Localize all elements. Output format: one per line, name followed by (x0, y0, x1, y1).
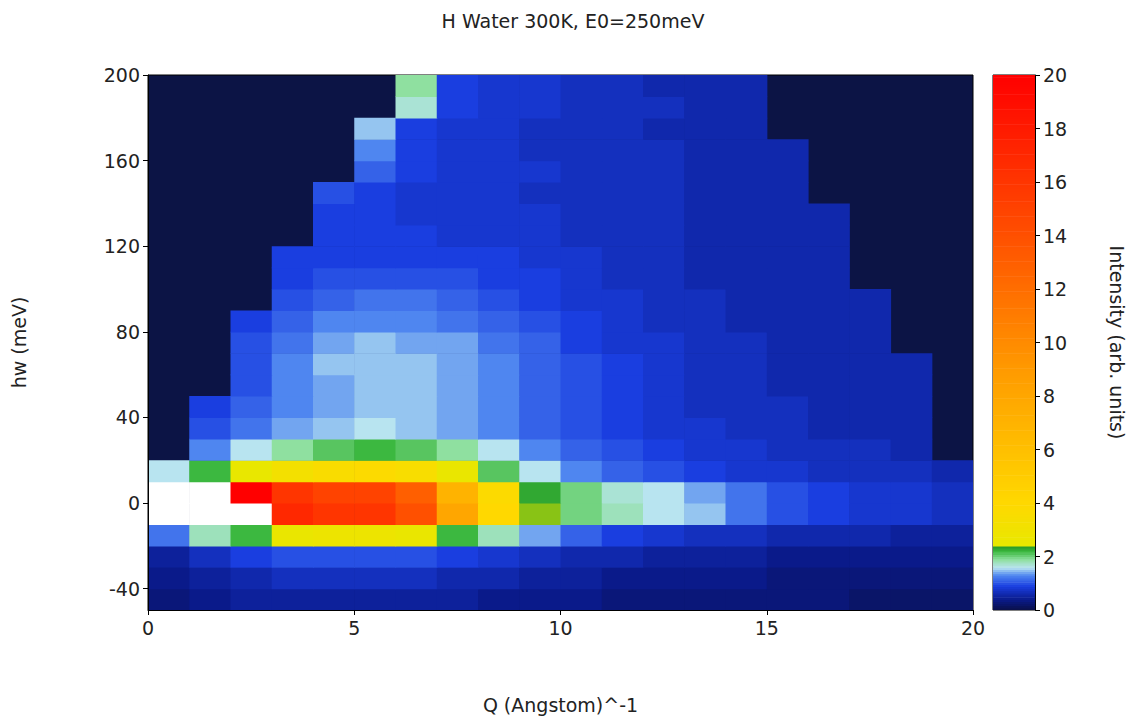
svg-text:10: 10 (1043, 332, 1067, 354)
svg-text:0: 0 (142, 617, 154, 639)
svg-text:Q (Angstom)^-1: Q (Angstom)^-1 (483, 694, 638, 716)
svg-text:20: 20 (1043, 64, 1067, 86)
svg-text:-40: -40 (109, 578, 140, 600)
svg-text:0: 0 (128, 492, 140, 514)
svg-text:Intensity (arb. units): Intensity (arb. units) (1106, 246, 1128, 440)
svg-text:0: 0 (1043, 599, 1055, 621)
svg-text:200: 200 (104, 64, 140, 86)
svg-text:5: 5 (348, 617, 360, 639)
svg-text:10: 10 (548, 617, 572, 639)
svg-text:16: 16 (1043, 171, 1067, 193)
svg-text:2: 2 (1043, 546, 1055, 568)
svg-text:14: 14 (1043, 225, 1067, 247)
svg-text:80: 80 (116, 321, 140, 343)
svg-text:12: 12 (1043, 278, 1067, 300)
svg-text:160: 160 (104, 150, 140, 172)
svg-text:40: 40 (116, 406, 140, 428)
svg-text:120: 120 (104, 235, 140, 257)
svg-text:18: 18 (1043, 118, 1067, 140)
svg-text:hw (meV): hw (meV) (8, 297, 30, 389)
svg-text:6: 6 (1043, 439, 1055, 461)
svg-text:H Water 300K, E0=250meV: H Water 300K, E0=250meV (442, 10, 705, 32)
svg-text:8: 8 (1043, 385, 1055, 407)
svg-text:15: 15 (755, 617, 779, 639)
svg-text:4: 4 (1043, 492, 1055, 514)
svg-text:20: 20 (961, 617, 985, 639)
